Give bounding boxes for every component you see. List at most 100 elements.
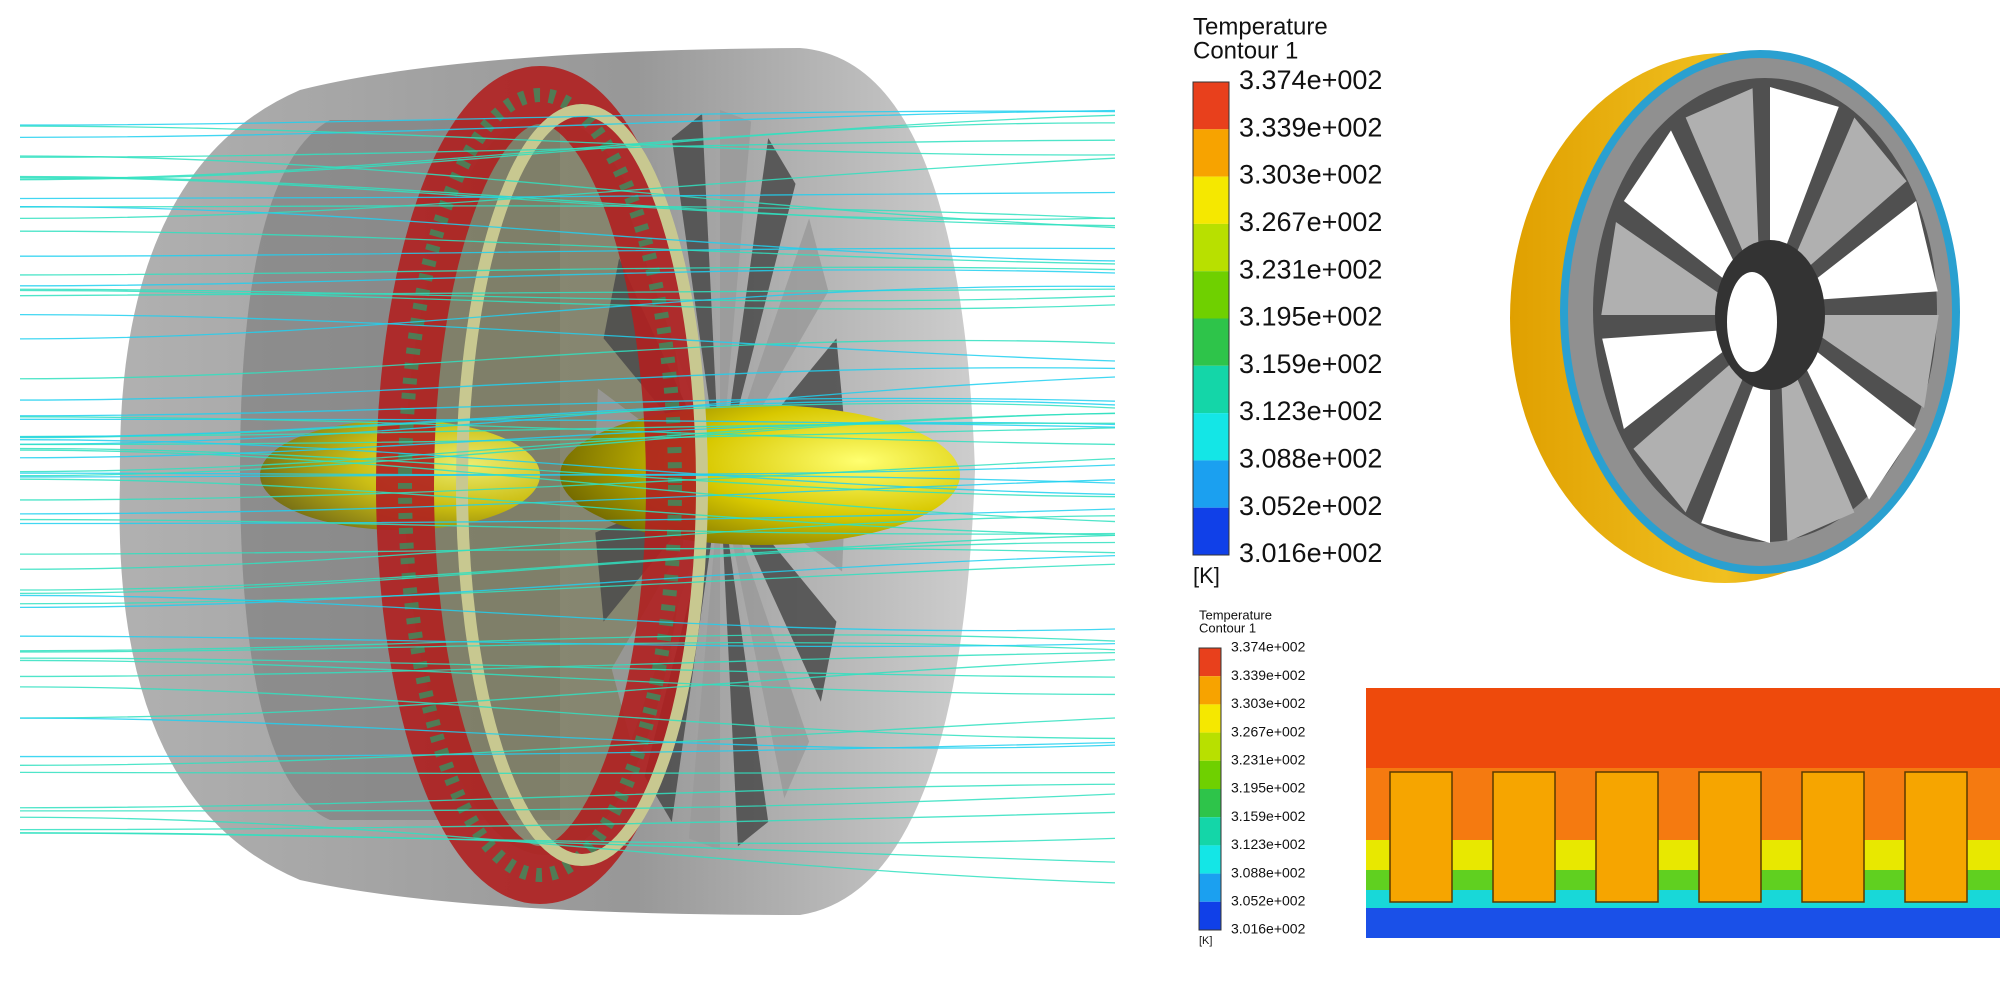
legend-unit: [K] [1199,935,1212,947]
streamline [19,563,1116,605]
streamline [19,811,1116,831]
legend-label: 3.231e+002 [1239,254,1382,284]
streamline [19,427,1116,446]
legend-label: 3.052e+002 [1239,491,1382,521]
blade [720,138,796,481]
streamline [19,109,1116,138]
fan-render [1510,50,1960,583]
color-band [1193,318,1229,366]
streamline [19,416,1116,446]
slot [1389,771,1453,903]
streamline [19,793,1116,812]
color-bar-frame [1192,81,1230,556]
streamline [19,717,1116,766]
streamline [19,449,1116,523]
slot [1698,771,1762,903]
color-band [1199,845,1221,874]
streamline [19,157,1116,220]
streamline [19,474,1116,484]
legend-label: 3.088e+002 [1231,864,1306,880]
streamline [19,230,1116,265]
slot [1492,771,1556,903]
color-band [1199,789,1221,818]
streamline [19,659,1116,719]
color-band [1199,760,1221,789]
streamline [19,191,1116,200]
slot [1904,771,1968,903]
streamline [19,457,1116,501]
streamline [19,110,1116,126]
legend-title: Contour 1 [1199,620,1256,635]
streamline [19,205,1116,262]
streamline [19,339,1116,380]
legend-label: 3.088e+002 [1239,444,1382,474]
streamline [19,176,1116,221]
streamline [19,479,1116,515]
legend-unit: [K] [1193,563,1220,588]
legend-label: 3.052e+002 [1231,893,1306,909]
streamline [19,832,1116,845]
color-band [1199,873,1221,902]
legend-title: Temperature [1199,607,1272,622]
streamline [19,783,1116,809]
legend-label: 3.016e+002 [1239,538,1382,568]
legend-label: 3.195e+002 [1239,302,1382,332]
streamline [19,400,1116,438]
streamline [19,412,1116,477]
legend-label: 3.303e+002 [1231,695,1306,711]
color-band [1193,176,1229,224]
legend-title: Contour 1 [1193,37,1298,64]
color-band [1199,676,1221,705]
color-band [1193,129,1229,177]
legend-label: 3.123e+002 [1239,396,1382,426]
streamline [19,554,1116,609]
streamline [19,447,1116,498]
streamline [19,247,1116,257]
streamline [19,541,1116,595]
streamline [19,659,1116,696]
streamline [19,657,1116,678]
blade [671,113,720,480]
streamline [19,641,1116,653]
legend-label: 3.267e+002 [1231,723,1306,739]
legend-label: 3.195e+002 [1231,780,1306,796]
color-band [1193,365,1229,414]
blade [1770,87,1839,249]
blade [1633,362,1745,513]
streamline [19,288,1116,302]
legend-label: 3.123e+002 [1231,836,1306,852]
streamline [19,412,1116,473]
streamline [19,508,1116,525]
streamline [19,125,1116,156]
blade [1602,330,1726,429]
color-band [1199,648,1221,677]
streamline [19,547,1116,555]
legend-title: Temperature [1193,13,1328,40]
blade [720,110,752,480]
streamline [19,289,1116,310]
streamline [19,534,1116,591]
streamline [19,155,1116,229]
legend-label: 3.159e+002 [1239,349,1382,379]
streamline [19,139,1116,158]
streamline [19,376,1116,445]
legend-label: 3.374e+002 [1239,65,1382,95]
streamline [19,594,1116,632]
engine-render [19,48,1116,915]
color-band [1193,460,1229,508]
legend-label: 3.303e+002 [1239,160,1382,190]
streamline [19,635,1116,648]
blade [1623,130,1735,280]
color-band [1193,413,1229,461]
color-band [1199,901,1221,930]
streamline [19,634,1116,652]
streamline [19,175,1116,227]
color-bar-frame [1198,647,1222,931]
slot [1801,771,1865,903]
streamline [19,518,1116,535]
legend-label: 3.339e+002 [1231,667,1306,683]
streamline [19,741,1116,758]
blade [1819,315,1939,408]
